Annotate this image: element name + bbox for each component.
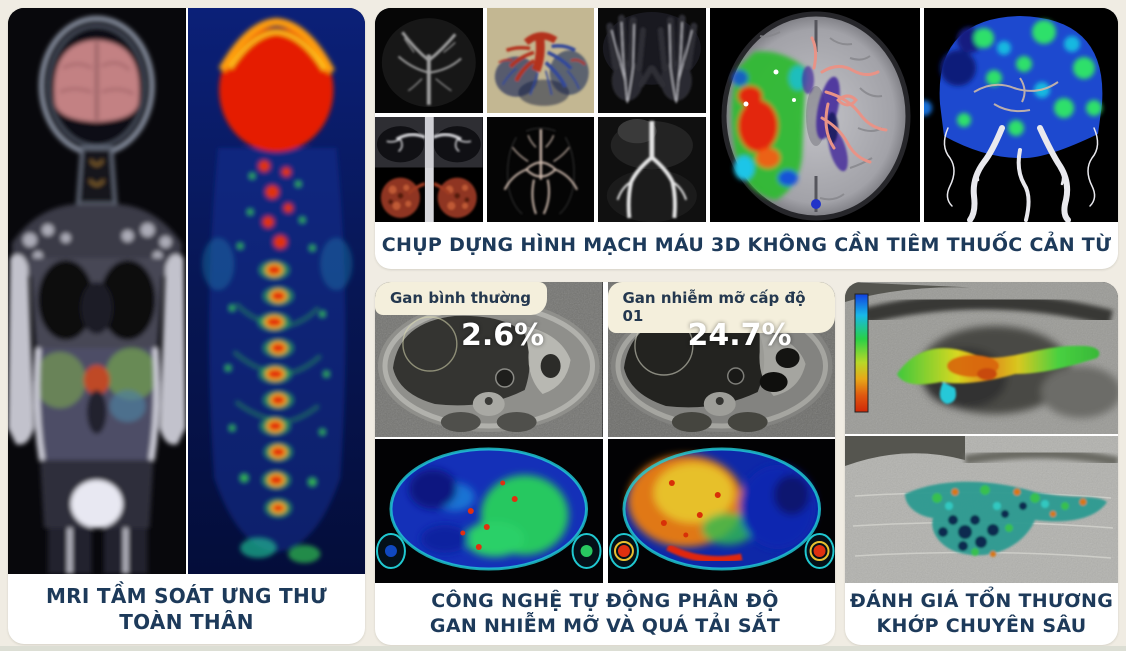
- page-bottom-strip: [0, 646, 1126, 651]
- caption-line: KHỚP CHUYÊN SÂU: [876, 615, 1087, 637]
- cerebral-vessels-3d-image: [486, 117, 595, 222]
- angio-caption: CHỤP DỰNG HÌNH MẠCH MÁU 3D KHÔNG CẦN TIÊ…: [375, 222, 1118, 269]
- brain-axial-perfusion-image: [710, 8, 920, 222]
- liver-fatty-fat-percent: 24.7%: [687, 318, 792, 353]
- card-3d-angiography: CHỤP DỰNG HÌNH MẠCH MÁU 3D KHÔNG CẦN TIÊ…: [375, 8, 1118, 269]
- knee-images: [845, 282, 1118, 583]
- liver-fatty-column: Gan nhiễm mỡ cấp độ 01 24.7%: [607, 282, 835, 583]
- liver-fatty-mri-image: Gan nhiễm mỡ cấp độ 01 24.7%: [607, 282, 835, 437]
- caption-line: TOÀN THÂN: [119, 610, 254, 634]
- liver-normal-fat-percent: 2.6%: [461, 318, 545, 353]
- angio-images: [375, 8, 1118, 222]
- renal-mra-image: [375, 117, 483, 222]
- knee-cartilage-overlay-image: [845, 436, 1118, 583]
- whole-body-caption: MRI TẦM SOÁT ƯNG THƯ TOÀN THÂN: [8, 574, 365, 644]
- liver-caption: CÔNG NGHỆ TỰ ĐỘNG PHÂN ĐỘ GAN NHIỄM MỠ V…: [375, 583, 835, 645]
- caption-line: CHỤP DỰNG HÌNH MẠCH MÁU 3D KHÔNG CẦN TIÊ…: [381, 233, 1112, 256]
- liver-normal-column: Gan bình thường 2.6%: [375, 282, 603, 583]
- knee-t2-map-image: [845, 282, 1118, 434]
- liver-fatty-fat-map-image: [607, 439, 835, 583]
- liver-normal-mri-image: Gan bình thường 2.6%: [375, 282, 603, 437]
- whole-body-mri-coronal-image: [8, 8, 186, 574]
- pulmonary-vessels-color-image: [486, 8, 595, 113]
- caption-line: CÔNG NGHỆ TỰ ĐỘNG PHÂN ĐỘ: [431, 589, 779, 612]
- liver-normal-label-chip: Gan bình thường: [375, 282, 548, 315]
- card-whole-body-mri: MRI TẦM SOÁT ƯNG THƯ TOÀN THÂN: [8, 8, 365, 644]
- caption-line: GAN NHIỄM MỠ VÀ QUÁ TẢI SẮT: [429, 615, 781, 637]
- lung-mra-image: [375, 8, 483, 113]
- liver-images: Gan bình thường 2.6%: [375, 282, 835, 583]
- card-liver-quantification: Gan bình thường 2.6%: [375, 282, 835, 645]
- liver-normal-fat-map-image: [375, 439, 603, 583]
- caption-line: MRI TẦM SOÁT ƯNG THƯ: [45, 583, 327, 608]
- whole-body-pet-fusion-image: [187, 8, 365, 574]
- caption-line: ĐÁNH GIÁ TỔN THƯƠNG: [849, 589, 1114, 612]
- pelvic-leg-mra-image: [598, 117, 706, 222]
- whole-body-images: [8, 8, 365, 574]
- hand-mra-image: [598, 8, 706, 113]
- brain-coronal-perfusion-image: [924, 8, 1118, 222]
- card-joint-assessment: ĐÁNH GIÁ TỔN THƯƠNG KHỚP CHUYÊN SÂU: [845, 282, 1118, 645]
- liver-fatty-label-chip: Gan nhiễm mỡ cấp độ 01: [607, 282, 835, 333]
- knee-caption: ĐÁNH GIÁ TỔN THƯƠNG KHỚP CHUYÊN SÂU: [845, 583, 1118, 645]
- angio-thumbnail-grid: [375, 8, 706, 222]
